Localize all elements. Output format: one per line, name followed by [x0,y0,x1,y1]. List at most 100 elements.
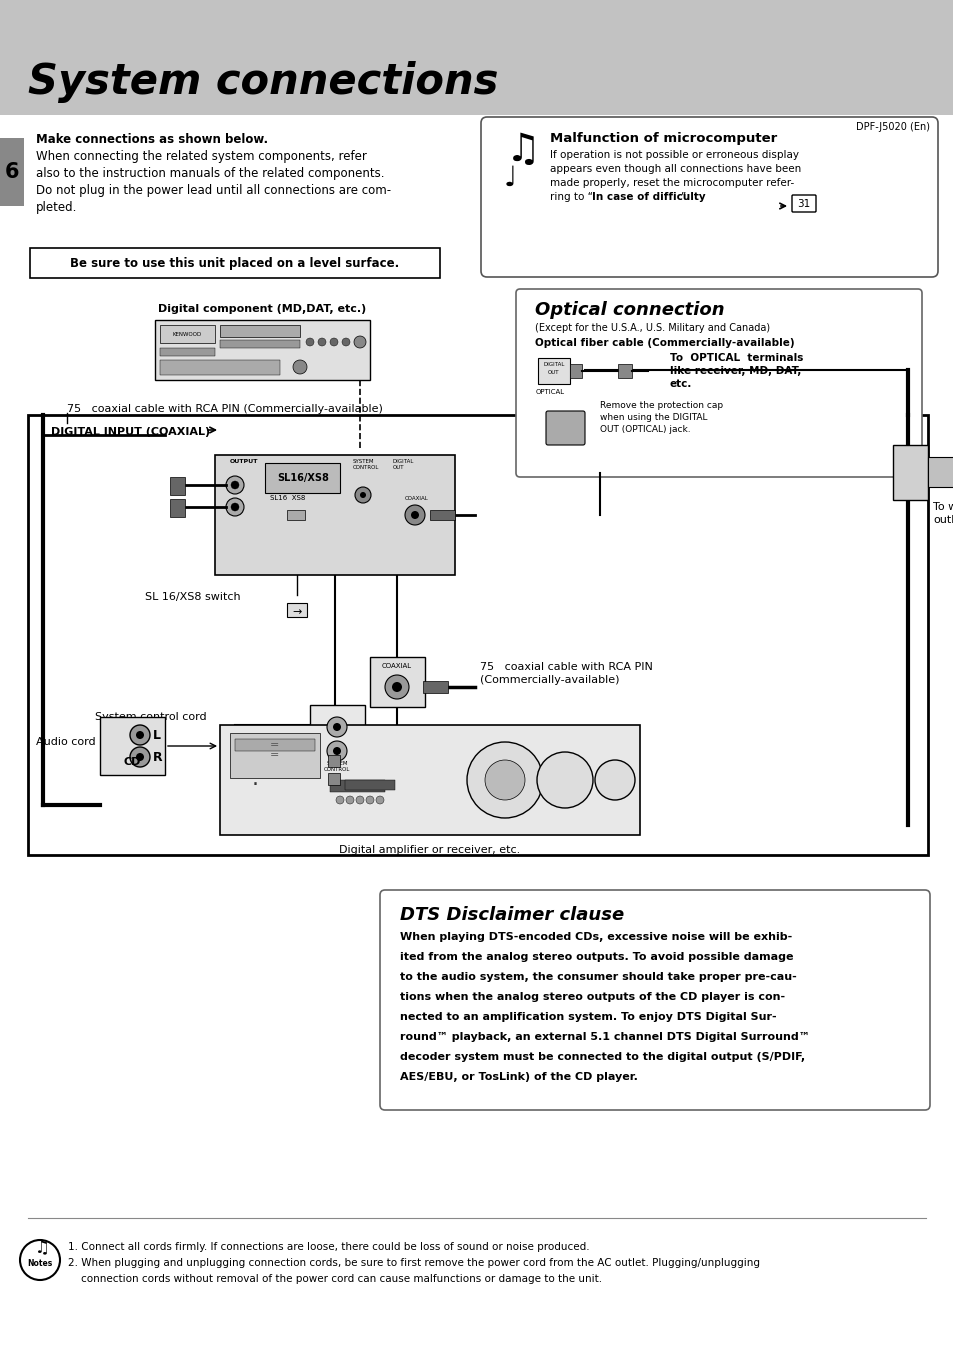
Circle shape [335,796,344,804]
Text: CONTROL: CONTROL [323,767,350,771]
Text: (Commercially-available): (Commercially-available) [479,676,618,685]
Text: round™ playback, an external 5.1 channel DTS Digital Surround™: round™ playback, an external 5.1 channel… [399,1032,809,1042]
Bar [892,444,927,500]
Bar [287,509,305,520]
Text: SL16  XS8: SL16 XS8 [270,494,305,501]
Text: If operation is not possible or erroneous display: If operation is not possible or erroneou… [550,150,799,159]
FancyBboxPatch shape [480,118,937,277]
Text: tions when the analog stereo outputs of the CD player is con-: tions when the analog stereo outputs of … [399,992,784,1002]
Circle shape [346,796,354,804]
Text: Be sure to use this unit placed on a level surface.: Be sure to use this unit placed on a lev… [71,257,399,269]
Bar [330,780,385,792]
Bar [618,363,631,378]
Text: connection cords without removal of the power cord can cause malfunctions or dam: connection cords without removal of the … [68,1274,601,1283]
Text: ited from the analog stereo outputs. To avoid possible damage: ited from the analog stereo outputs. To … [399,952,793,962]
Text: also to the instruction manuals of the related components.: also to the instruction manuals of the r… [36,168,384,180]
Text: OUT: OUT [393,465,404,470]
Text: appears even though all connections have been: appears even though all connections have… [550,163,801,174]
Text: SL 16/XS8 switch: SL 16/XS8 switch [145,592,240,603]
Text: when using the DIGITAL: when using the DIGITAL [599,413,707,422]
Text: CD: CD [123,757,140,767]
FancyBboxPatch shape [791,195,815,212]
Bar [220,340,299,349]
Text: Malfunction of microcomputer: Malfunction of microcomputer [550,132,777,145]
Text: System control cord: System control cord [95,712,207,721]
Bar [328,755,339,767]
Text: Notes: Notes [28,1259,52,1267]
Bar [927,457,953,486]
Circle shape [595,761,635,800]
Text: R: R [152,751,162,765]
Circle shape [359,492,366,499]
FancyBboxPatch shape [516,289,921,477]
Bar [345,780,395,790]
Text: like receiver, MD, DAT,: like receiver, MD, DAT, [669,366,801,376]
Bar [328,773,339,785]
Text: Make connections as shown below.: Make connections as shown below. [36,132,268,146]
Text: In case of difficulty: In case of difficulty [592,192,705,203]
Text: SYSTEM: SYSTEM [326,761,348,766]
Bar [30,249,439,278]
Bar [265,463,339,493]
Text: OUT: OUT [548,370,559,376]
Text: nected to an amplification system. To enjoy DTS Digital Sur-: nected to an amplification system. To en… [399,1012,776,1021]
Bar [170,499,185,517]
Text: =: = [270,740,279,750]
Bar [170,477,185,494]
Text: ♩: ♩ [503,163,517,192]
Bar [154,320,370,380]
Text: SL16/XS8: SL16/XS8 [276,473,329,484]
Text: Optical connection: Optical connection [535,301,724,319]
Circle shape [392,682,401,692]
Text: DPF-J5020 (En): DPF-J5020 (En) [855,122,929,132]
Bar [160,349,214,357]
Bar [370,657,424,707]
Circle shape [354,336,366,349]
Bar [160,359,280,376]
Circle shape [130,747,150,767]
Text: 1. Connect all cords firmly. If connections are loose, there could be loss of so: 1. Connect all cords firmly. If connecti… [68,1242,589,1252]
Bar [28,415,927,855]
Text: outlet: outlet [932,515,953,526]
Text: Do not plug in the power lead until all connections are com-: Do not plug in the power lead until all … [36,184,391,197]
Text: To  OPTICAL  terminals: To OPTICAL terminals [669,353,802,363]
Bar [569,363,581,378]
Circle shape [333,747,340,755]
Text: To wall AC: To wall AC [932,503,953,512]
Circle shape [467,742,542,817]
Circle shape [341,338,350,346]
Text: to the audio system, the consumer should take proper pre-cau-: to the audio system, the consumer should… [399,971,796,982]
Text: KENWOOD: KENWOOD [172,331,201,336]
Text: COAXIAL: COAXIAL [381,663,412,669]
Text: DIGITAL INPUT (COAXIAL): DIGITAL INPUT (COAXIAL) [51,427,210,436]
Bar [100,717,165,775]
Bar [214,455,455,576]
Text: 75   coaxial cable with RCA PIN: 75 coaxial cable with RCA PIN [479,662,652,671]
Text: When connecting the related system components, refer: When connecting the related system compo… [36,150,367,163]
Circle shape [411,511,418,519]
Circle shape [226,476,244,494]
FancyBboxPatch shape [545,411,584,444]
Text: OPTICAL: OPTICAL [536,389,564,394]
Text: OUT (OPTICAL) jack.: OUT (OPTICAL) jack. [599,426,690,434]
Text: CONTROL: CONTROL [353,465,379,470]
Text: ♫: ♫ [35,1239,50,1256]
Bar [287,603,307,617]
Text: pleted.: pleted. [36,201,77,213]
FancyBboxPatch shape [379,890,929,1111]
Text: Digital amplifier or receiver, etc.: Digital amplifier or receiver, etc. [339,844,520,855]
Text: System connections: System connections [28,61,497,103]
Text: DIGITAL: DIGITAL [393,459,414,463]
Circle shape [327,740,347,761]
Circle shape [317,338,326,346]
Text: ring to “: ring to “ [550,192,593,203]
Circle shape [293,359,307,374]
Bar [0,0,953,115]
Text: etc.: etc. [669,380,692,389]
Text: .: . [252,769,258,789]
Text: decoder system must be connected to the digital output (S/PDIF,: decoder system must be connected to the … [399,1052,804,1062]
Circle shape [355,796,364,804]
Circle shape [136,731,144,739]
Text: AES/EBU, or TosLink) of the CD player.: AES/EBU, or TosLink) of the CD player. [399,1071,638,1082]
Circle shape [537,753,593,808]
